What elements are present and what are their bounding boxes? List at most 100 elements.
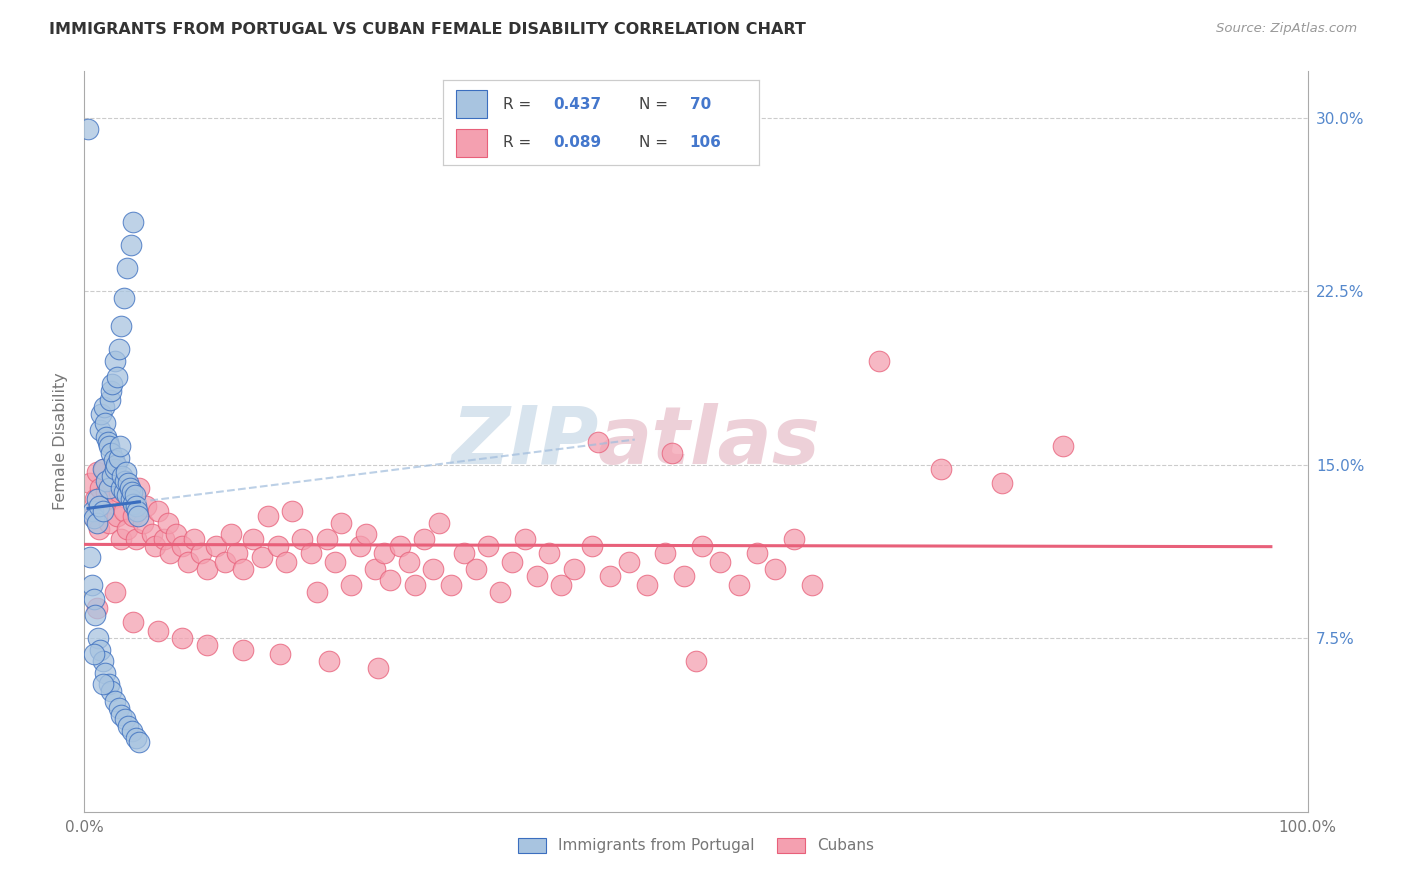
Point — [315, 532, 337, 546]
FancyBboxPatch shape — [456, 129, 486, 157]
Point — [330, 516, 353, 530]
Point — [114, 476, 136, 491]
Point — [104, 694, 127, 708]
Point — [477, 539, 499, 553]
Point — [299, 545, 322, 560]
Point — [100, 474, 122, 488]
Point — [190, 545, 212, 560]
Point — [97, 677, 120, 691]
Point — [107, 485, 129, 500]
Point — [96, 474, 118, 488]
Text: Source: ZipAtlas.com: Source: ZipAtlas.com — [1216, 22, 1357, 36]
Point — [413, 532, 436, 546]
Point — [100, 384, 122, 398]
Point — [87, 500, 110, 514]
Point — [120, 492, 142, 507]
Point — [550, 578, 572, 592]
Point — [388, 539, 411, 553]
Text: 106: 106 — [690, 136, 721, 151]
Point — [869, 353, 891, 368]
Point — [156, 516, 179, 530]
Point — [599, 568, 621, 582]
Text: N =: N = — [640, 136, 673, 151]
Point — [257, 508, 280, 523]
Point — [165, 527, 187, 541]
Point — [122, 615, 145, 629]
Point — [115, 488, 138, 502]
Point — [114, 712, 136, 726]
Point — [93, 462, 115, 476]
Point — [121, 723, 143, 738]
Point — [101, 376, 124, 391]
Point — [105, 508, 128, 523]
Point — [453, 545, 475, 560]
Point — [127, 508, 149, 523]
Point — [89, 481, 111, 495]
Point — [82, 508, 104, 523]
Point — [91, 504, 114, 518]
Point — [122, 508, 145, 523]
Point — [195, 638, 218, 652]
Point — [89, 423, 111, 437]
Point — [86, 516, 108, 530]
Point — [114, 474, 136, 488]
FancyBboxPatch shape — [456, 90, 486, 118]
Point — [581, 539, 603, 553]
Point — [172, 539, 194, 553]
Point — [96, 485, 118, 500]
Point — [87, 631, 110, 645]
Point — [79, 476, 101, 491]
Point — [242, 532, 264, 546]
Point — [513, 532, 536, 546]
Point — [120, 238, 142, 252]
Point — [232, 642, 254, 657]
Point — [104, 353, 127, 368]
Point — [380, 574, 402, 588]
Point — [323, 555, 346, 569]
Point — [82, 504, 104, 518]
Y-axis label: Female Disability: Female Disability — [52, 373, 67, 510]
Point — [672, 568, 695, 582]
Point — [94, 665, 117, 680]
Point — [172, 631, 194, 645]
Point — [226, 545, 249, 560]
Point — [104, 585, 127, 599]
Point — [117, 476, 139, 491]
Point — [112, 504, 135, 518]
Point — [125, 532, 148, 546]
Point — [122, 497, 145, 511]
Point — [79, 550, 101, 565]
Point — [87, 523, 110, 537]
Point — [398, 555, 420, 569]
Point — [183, 532, 205, 546]
Point — [110, 532, 132, 546]
Point — [80, 578, 103, 592]
Point — [489, 585, 512, 599]
Point — [105, 369, 128, 384]
Point — [100, 446, 122, 460]
Point — [146, 624, 169, 639]
Point — [108, 439, 131, 453]
Point — [232, 562, 254, 576]
Point — [354, 527, 377, 541]
Point — [112, 291, 135, 305]
Point — [617, 555, 640, 569]
Point — [132, 516, 155, 530]
Point — [636, 578, 658, 592]
Point — [153, 532, 176, 546]
Point — [110, 318, 132, 333]
Text: atlas: atlas — [598, 402, 821, 481]
Point — [83, 511, 105, 525]
Point — [340, 578, 363, 592]
Point — [128, 735, 150, 749]
Point — [538, 545, 561, 560]
Point — [219, 527, 242, 541]
Point — [101, 469, 124, 483]
Point — [101, 492, 124, 507]
Point — [91, 677, 114, 691]
Point — [90, 407, 112, 421]
Point — [502, 555, 524, 569]
Point — [214, 555, 236, 569]
Text: 0.089: 0.089 — [554, 136, 602, 151]
Point — [1052, 439, 1074, 453]
